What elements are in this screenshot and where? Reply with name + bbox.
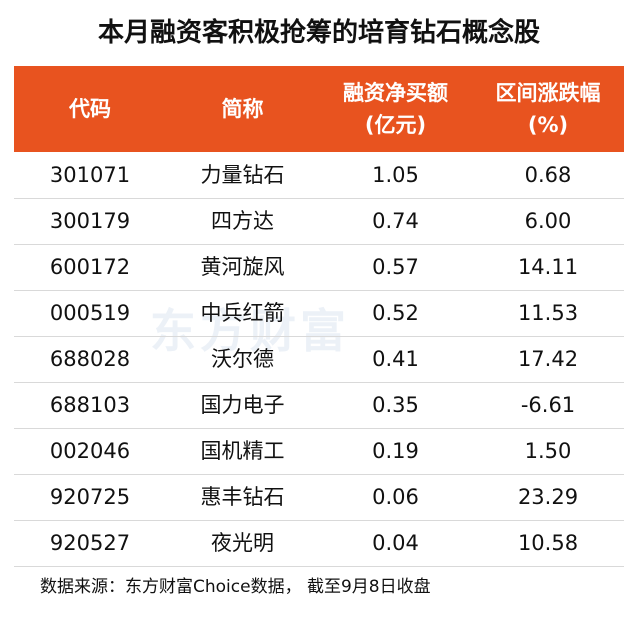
table-cell: 301071 <box>49 163 131 187</box>
table-cell: 688103 <box>49 393 131 417</box>
table-row: 301071 力量钻石 1.05 0.68 <box>14 152 624 199</box>
table-cell: 300179 <box>49 209 131 233</box>
watermark: 东方财富 <box>150 304 350 358</box>
table-cell: 6.00 <box>524 209 572 233</box>
header-text: (亿元) <box>364 113 427 137</box>
table-cell: 0.41 <box>372 347 419 371</box>
table-cell: 10.58 <box>517 531 579 555</box>
table-cell: 惠丰钻石 <box>200 485 285 509</box>
table-cell: 0.35 <box>372 393 419 417</box>
table-cell: 1.05 <box>372 163 419 187</box>
table-cell: 000519 <box>49 301 131 325</box>
header-cell: 简称 <box>166 66 319 152</box>
table-cell: 沃尔德 <box>211 347 274 371</box>
table-cell: 0.06 <box>372 485 419 509</box>
header-cell: 区间涨跌幅 (%) <box>472 66 624 152</box>
header-text: 简称 <box>221 97 264 121</box>
table-cell: 0.74 <box>372 209 419 233</box>
table-cell: 夜光明 <box>211 531 274 555</box>
table-cell: 920527 <box>49 531 131 555</box>
table-cell: 0.04 <box>372 531 419 555</box>
table-cell: 14.11 <box>517 255 579 279</box>
table-row: 920527 夜光明 0.04 10.58 <box>14 520 624 567</box>
table-cell: 23.29 <box>517 485 579 509</box>
table-row: 920725 惠丰钻石 0.06 23.29 <box>14 474 624 521</box>
table-row: 600172 黄河旋风 0.57 14.11 <box>14 244 624 291</box>
table-cell: 国力电子 <box>200 393 285 417</box>
table-cell: 002046 <box>49 439 131 463</box>
table-cell: 17.42 <box>517 347 579 371</box>
table-cell: 0.52 <box>372 301 419 325</box>
table-cell: 0.68 <box>524 163 572 187</box>
table-row: 000519 中兵红箭 0.52 11.53 <box>14 290 624 337</box>
table-cell: 11.53 <box>517 301 579 325</box>
source-note: 数据来源：东方财富Choice数据， 截至9月8日收盘 <box>40 577 431 597</box>
table-cell: -6.61 <box>520 393 576 417</box>
header-text: (%) <box>527 113 569 137</box>
table-row: 688103 国力电子 0.35 -6.61 <box>14 382 624 429</box>
table-cell: 600172 <box>49 255 131 279</box>
header-cell: 代码 <box>14 66 166 152</box>
table-cell: 四方达 <box>211 209 274 233</box>
table-cell: 1.50 <box>524 439 572 463</box>
table-cell: 0.19 <box>372 439 419 463</box>
title: 本月融资客积极抢筹的培育钻石概念股 <box>97 18 540 48</box>
table-row: 300179 四方达 0.74 6.00 <box>14 198 624 245</box>
table-cell: 920725 <box>49 485 131 509</box>
header-cell: 融资净买额 (亿元) <box>319 66 472 152</box>
table-header: 代码 简称 融资净买额 (亿元) 区间涨跌幅 (%) <box>14 66 624 152</box>
header-text: 融资净买额 <box>343 81 448 105</box>
table-cell: 中兵红箭 <box>200 301 285 325</box>
header-text: 区间涨跌幅 <box>495 81 601 105</box>
table-cell: 0.57 <box>372 255 419 279</box>
header-text: 代码 <box>69 97 111 121</box>
table-row: 002046 国机精工 0.19 1.50 <box>14 428 624 475</box>
table-cell: 黄河旋风 <box>200 255 285 279</box>
table-row: 688028 沃尔德 0.41 17.42 <box>14 336 624 383</box>
table-cell: 力量钻石 <box>200 163 285 187</box>
table-cell: 688028 <box>49 347 131 371</box>
table-cell: 国机精工 <box>200 439 285 463</box>
